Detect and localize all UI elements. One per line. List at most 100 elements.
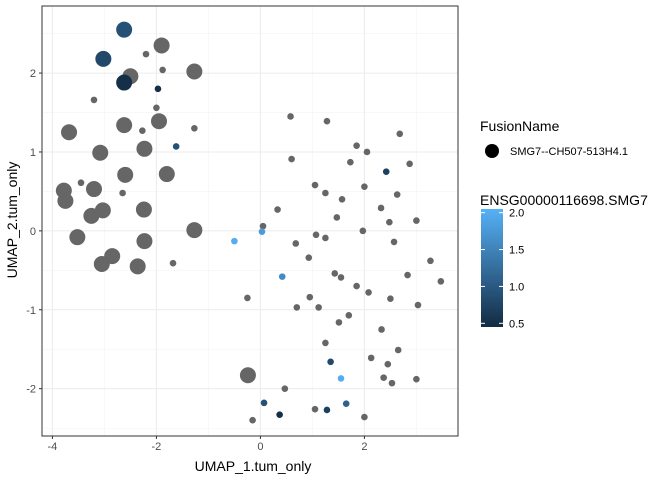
x-tick-label: 2 bbox=[361, 441, 367, 453]
scatter-point bbox=[367, 354, 375, 362]
scatter-point bbox=[337, 274, 345, 281]
scatter-point bbox=[151, 113, 167, 130]
scatter-point bbox=[306, 293, 314, 301]
scatter-point bbox=[312, 231, 320, 239]
scatter-point bbox=[129, 258, 146, 275]
scatter-point bbox=[335, 319, 343, 326]
scatter-point bbox=[61, 124, 78, 141]
scatter-point bbox=[57, 192, 74, 209]
scatter-point bbox=[259, 222, 267, 230]
major-gridlines bbox=[42, 6, 458, 436]
plot-border bbox=[41, 5, 459, 437]
y-tick-label: 0 bbox=[30, 226, 36, 238]
gray-points-layer bbox=[55, 37, 445, 424]
scatter-point bbox=[244, 294, 251, 302]
scatter-point bbox=[338, 196, 346, 203]
scatter-point bbox=[116, 117, 133, 134]
scatter-point bbox=[293, 304, 301, 311]
scatter-point bbox=[117, 166, 134, 183]
scatter-point bbox=[331, 270, 339, 277]
scatter-point bbox=[315, 304, 322, 311]
scatter-point bbox=[135, 201, 152, 218]
scatter-point bbox=[394, 346, 402, 354]
scatter-point bbox=[322, 339, 329, 347]
scatter-point bbox=[359, 227, 367, 235]
scatter-point bbox=[186, 63, 203, 80]
scatter-point-colored bbox=[116, 74, 133, 91]
scatter-point bbox=[158, 166, 175, 183]
scatter-point bbox=[77, 179, 85, 187]
y-tick-label: -2 bbox=[26, 384, 36, 396]
scatter-point-colored bbox=[382, 168, 390, 175]
scatter-point bbox=[322, 234, 329, 242]
scatter-point bbox=[92, 144, 109, 161]
scatter-point bbox=[390, 238, 398, 246]
scatter-point-colored bbox=[95, 50, 112, 67]
scatter-point bbox=[94, 202, 111, 219]
scatter-point bbox=[142, 50, 150, 58]
scatter-point bbox=[119, 189, 126, 197]
scatter-point bbox=[311, 181, 319, 189]
scatter-point bbox=[239, 367, 256, 384]
scatter-point-colored bbox=[260, 399, 268, 407]
scatter-point bbox=[281, 385, 289, 392]
scatter-point bbox=[347, 158, 354, 166]
scatter-point-colored bbox=[116, 21, 133, 38]
legend-fusion-label: SMG7--CH507-513H4.1 bbox=[510, 146, 628, 158]
legend-colorbar bbox=[481, 209, 503, 327]
scatter-point-colored bbox=[172, 143, 180, 150]
scatter-point-colored bbox=[337, 375, 345, 382]
colorbar-tick-label: 1.0 bbox=[509, 281, 524, 293]
y-tick-label: -1 bbox=[26, 305, 36, 317]
colorbar-tick-label: 1.5 bbox=[509, 245, 524, 257]
scatter-point bbox=[377, 204, 385, 212]
scatter-point bbox=[323, 117, 331, 125]
x-axis-title: UMAP_1.tum_only bbox=[195, 458, 312, 474]
scatter-point bbox=[365, 289, 372, 296]
scatter-point bbox=[153, 104, 160, 112]
scatter-point bbox=[414, 301, 422, 309]
scatter-point bbox=[86, 181, 102, 198]
scatter-point bbox=[93, 256, 110, 272]
scatter-point bbox=[406, 160, 413, 168]
scatter-point bbox=[353, 142, 360, 149]
scatter-point bbox=[249, 416, 256, 424]
legend-fusion-title: FusionName bbox=[480, 118, 560, 134]
colorbar-tick-label: 0.5 bbox=[509, 318, 524, 330]
colorbar-tick-label: 2.0 bbox=[509, 208, 524, 220]
scatter-point bbox=[159, 66, 166, 74]
y-axis-title: UMAP_2.tum_only bbox=[4, 162, 20, 279]
legend-fusion-key bbox=[485, 144, 499, 158]
legend-color-title: ENSG00000116698.SMG7 bbox=[480, 192, 648, 208]
scatter-point bbox=[404, 271, 411, 279]
scatter-point bbox=[396, 130, 404, 138]
scatter-point-colored bbox=[327, 358, 334, 366]
scatter-point-colored bbox=[342, 400, 350, 407]
scatter-point-colored bbox=[278, 273, 286, 280]
scatter-point bbox=[413, 375, 420, 383]
scatter-point bbox=[139, 127, 146, 134]
scatter-point bbox=[363, 148, 371, 156]
scatter-point bbox=[153, 37, 170, 54]
x-tick-label: 0 bbox=[257, 441, 263, 453]
y-axis: -2 -1 0 1 2 bbox=[26, 68, 42, 396]
scatter-point bbox=[393, 191, 401, 198]
scatter-point-colored bbox=[154, 85, 162, 93]
minor-gridlines bbox=[42, 6, 458, 436]
x-axis: -4 -2 0 2 bbox=[48, 436, 367, 453]
scatter-point bbox=[311, 405, 319, 413]
x-tick-label: -2 bbox=[152, 441, 162, 453]
colorbar-ticks: 2.0 1.5 1.0 0.5 bbox=[481, 208, 524, 330]
scatter-point bbox=[322, 189, 329, 197]
scatter-point bbox=[191, 124, 198, 132]
scatter-point bbox=[333, 214, 341, 221]
scatter-point bbox=[361, 183, 368, 190]
scatter-point bbox=[345, 311, 353, 319]
scatter-point bbox=[274, 206, 281, 213]
scatter-point bbox=[90, 96, 98, 104]
scatter-point-colored bbox=[231, 237, 238, 245]
scatter-point bbox=[353, 282, 360, 290]
scatter-point bbox=[427, 257, 434, 265]
scatter-point-colored bbox=[323, 406, 331, 414]
